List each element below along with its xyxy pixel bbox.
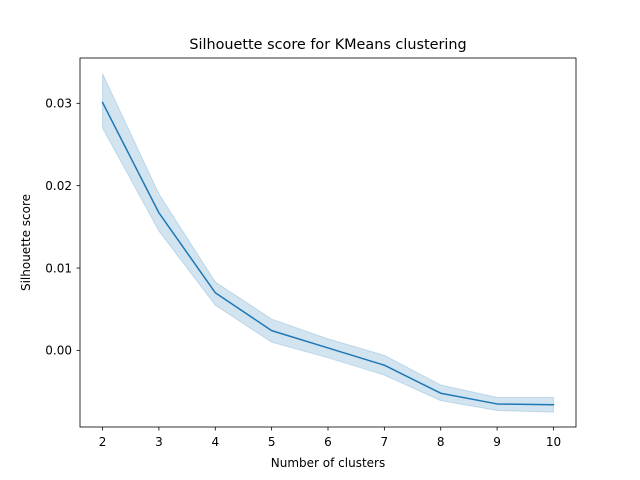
x-axis-label: Number of clusters [271,456,385,470]
x-tick-label: 6 [324,435,332,449]
x-tick-label: 7 [381,435,389,449]
series-lines [101,101,555,406]
x-tick-label: 10 [546,435,561,449]
x-axis-ticks: 2 3 4 5 6 7 8 9 10 [99,427,561,449]
y-tick-label: 0.02 [45,179,72,193]
x-tick-label: 2 [99,435,107,449]
y-tick-label: 0.00 [45,344,72,358]
x-tick-label: 3 [155,435,163,449]
x-tick-label: 8 [437,435,445,449]
confidence-bands [102,73,554,413]
y-tick-label: 0.03 [45,97,72,111]
x-tick-label: 9 [493,435,501,449]
y-tick-label: 0.01 [45,261,72,275]
y-axis-label: Silhouette score [19,194,33,291]
x-tick-label: 5 [268,435,276,449]
y-axis-ticks: 0.00 0.01 0.02 0.03 [45,97,80,358]
chart-title: Silhouette score for KMeans clustering [189,37,466,53]
confidence-band-0 [102,73,554,413]
x-tick-label: 4 [211,435,219,449]
series-line-0 [101,101,555,406]
